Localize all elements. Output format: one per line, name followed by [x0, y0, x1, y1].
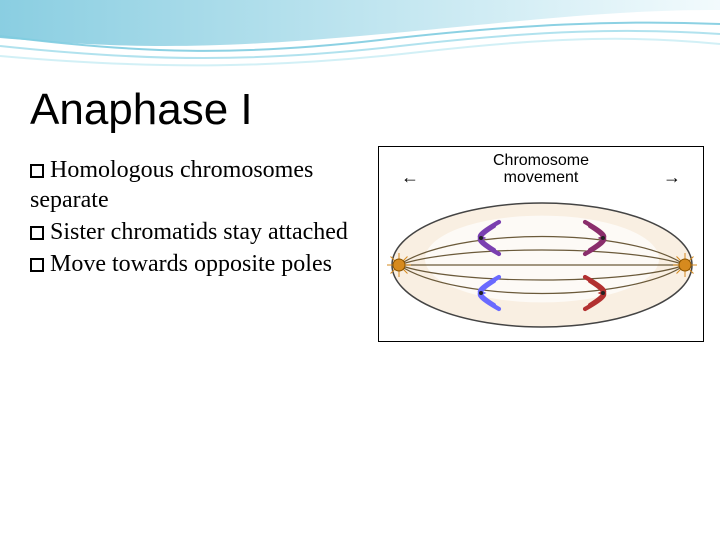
diagram-label-line1: Chromosome: [493, 152, 589, 169]
header-wave: [0, 0, 720, 90]
bullet-text: Homologous chromosomes separate: [30, 157, 313, 213]
anaphase-diagram: ← Chromosome movement →: [378, 146, 704, 342]
arrow-right-icon: →: [663, 167, 681, 188]
bullet-marker-icon: [30, 226, 44, 240]
bullet-marker-icon: [30, 164, 44, 178]
bullet-item: Move towards opposite poles: [30, 249, 360, 279]
bullet-text: Move towards opposite poles: [50, 251, 332, 277]
bullet-marker-icon: [30, 258, 44, 272]
slide-title: Anaphase I: [30, 85, 253, 135]
bullet-text: Sister chromatids stay attached: [50, 219, 348, 245]
bullet-list: Homologous chromosomes separate Sister c…: [30, 155, 360, 281]
bullet-item: Homologous chromosomes separate: [30, 155, 360, 215]
diagram-label: Chromosome movement: [379, 153, 703, 187]
diagram-label-line2: movement: [504, 169, 579, 186]
bullet-item: Sister chromatids stay attached: [30, 217, 360, 247]
cell-illustration: [385, 193, 699, 337]
